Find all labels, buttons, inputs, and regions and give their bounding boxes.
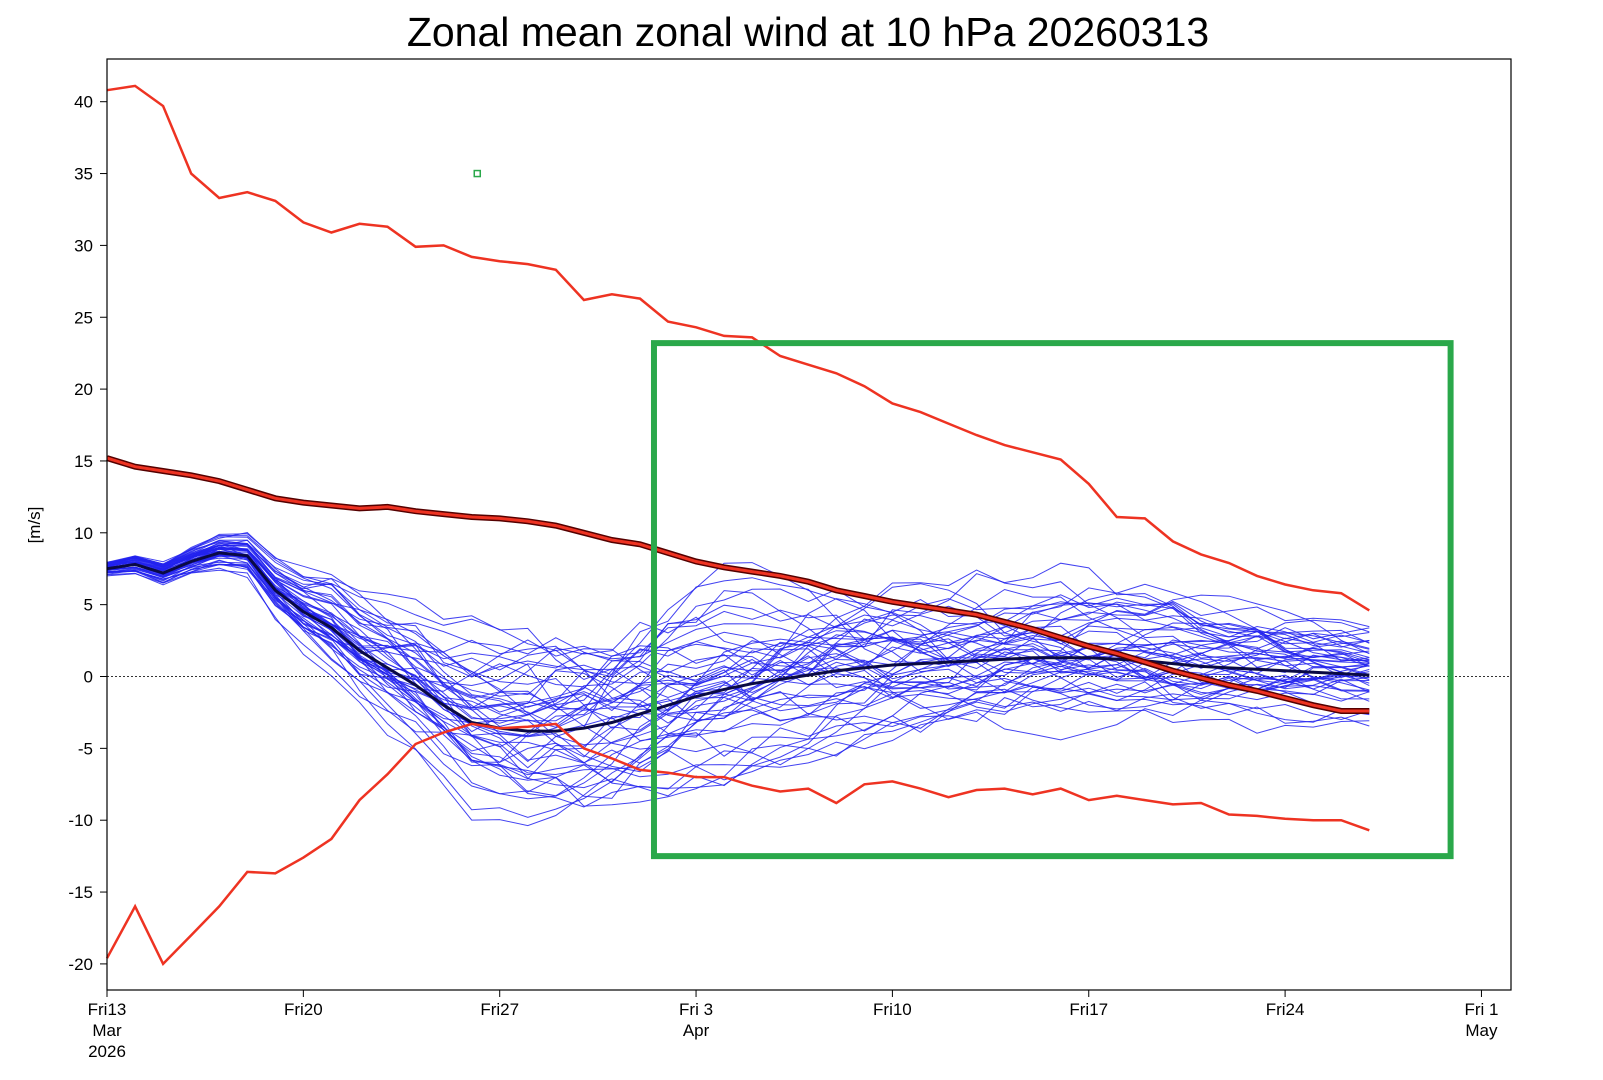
x-tick-label: Fri24 [1266, 1000, 1305, 1019]
chart-title: Zonal mean zonal wind at 10 hPa 20260313 [407, 9, 1209, 55]
y-tick-label: 20 [74, 380, 93, 399]
y-tick-label: 10 [74, 524, 93, 543]
x-tick-label: 2026 [88, 1042, 126, 1061]
x-tick-label: Fri20 [284, 1000, 323, 1019]
x-tick-label: Fri13 [88, 1000, 127, 1019]
plot-frame [106, 58, 1512, 991]
ensemble-member-line [106, 539, 1370, 763]
x-tick-label: Fri17 [1069, 1000, 1108, 1019]
ensemble-member-line [106, 551, 1370, 709]
ensemble-member-line [106, 547, 1370, 776]
y-tick-label: -10 [68, 811, 93, 830]
ensemble-member-line [106, 561, 1370, 797]
ensemble-member-line [106, 533, 1370, 724]
ensemble-member-line [106, 557, 1370, 701]
ensemble-member-line [106, 554, 1370, 799]
ensemble-member-line [106, 554, 1370, 757]
x-tick-label: Fri27 [480, 1000, 519, 1019]
marker-square [473, 169, 482, 178]
y-tick-label: 25 [74, 308, 93, 327]
ensemble-member-line [106, 554, 1370, 709]
ensemble-member-line [106, 554, 1370, 736]
y-tick-label: 5 [84, 596, 93, 615]
ensemble-member-line [106, 544, 1370, 701]
ensemble-member-line [106, 548, 1370, 783]
x-tick-label: Mar [92, 1021, 122, 1040]
y-tick-label: -15 [68, 883, 93, 902]
y-tick-label: -20 [68, 955, 93, 974]
x-tick-label: Apr [683, 1021, 710, 1040]
ensemble-member-line [106, 554, 1370, 827]
plot-area: -20 -15 -10 -5 0 5 10 15 20 25 30 35 40 Fri13 Mar 2026 F… [68, 58, 1512, 1061]
y-tick-label: 30 [74, 236, 93, 255]
highlight-box [650, 340, 1454, 860]
ensemble-mean-line [106, 551, 1370, 733]
ensemble-member-line [106, 540, 1370, 712]
y-tick-label: 0 [84, 668, 93, 687]
y-tick-label: -5 [78, 739, 93, 758]
ensemble-member-line [106, 532, 1370, 728]
ensemble-member-line [106, 550, 1370, 769]
x-tick-label: May [1465, 1021, 1498, 1040]
ensemble-member-line [106, 559, 1370, 807]
ensemble-member-line [106, 544, 1370, 686]
x-tick-label: Fri10 [873, 1000, 912, 1019]
ensemble-member-line [106, 569, 1370, 778]
climatology-min-line [105, 722, 1370, 967]
ensemble-member-line [106, 567, 1370, 818]
x-tick-label: Fri 3 [679, 1000, 713, 1019]
y-axis-label: [m/s] [25, 507, 44, 544]
ensemble-member-line [106, 546, 1370, 763]
climatology-max-line [106, 84, 1370, 612]
y-tick-label: 40 [74, 93, 93, 112]
y-tick-label: 15 [74, 452, 93, 471]
ensemble-member-line [106, 546, 1370, 677]
x-tick-label: Fri 1 [1464, 1000, 1498, 1019]
y-tick-label: 35 [74, 165, 93, 184]
ensemble-member-line [106, 534, 1370, 711]
climatology-mean-line [106, 456, 1370, 713]
